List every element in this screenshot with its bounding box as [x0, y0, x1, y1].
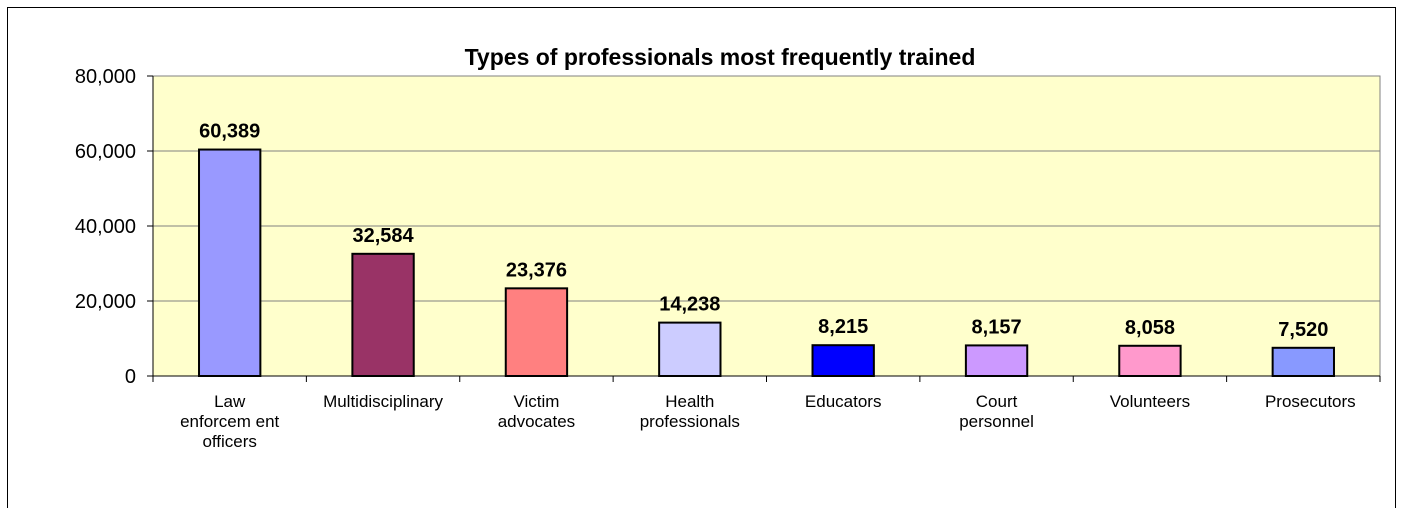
- data-label: 7,520: [1278, 319, 1328, 341]
- x-tick-label: enforcem ent: [180, 412, 279, 431]
- x-tick-label: Law: [214, 392, 246, 411]
- y-tick-label: 80,000: [75, 66, 136, 88]
- axes: [147, 75, 1381, 382]
- bar: [1271, 346, 1335, 377]
- x-tick-label: professionals: [640, 412, 740, 431]
- data-label: 14,238: [659, 294, 720, 316]
- data-labels: 60,389 32,584 23,376 14,238 8,215 8,157 8,058 7…: [199, 121, 1328, 341]
- y-tick-label: 40,000: [75, 216, 136, 238]
- x-tick-label: Multidisciplinary: [323, 392, 443, 411]
- chart-title: Types of professionals most frequently t…: [465, 44, 976, 70]
- x-tick-label: Health: [665, 392, 714, 411]
- bar: [811, 344, 875, 378]
- x-tick-label: officers: [202, 432, 257, 451]
- x-tick-label: Court: [976, 392, 1018, 411]
- y-tick-label: 20,000: [75, 291, 136, 313]
- y-tick-label: 60,000: [75, 141, 136, 163]
- x-tick-label: advocates: [498, 412, 576, 431]
- x-tick-label: Volunteers: [1110, 392, 1190, 411]
- bar: [658, 321, 722, 378]
- data-label: 8,058: [1125, 317, 1175, 339]
- y-axis-tick-labels: 0 20,000 40,000 60,000 80,000: [75, 66, 136, 388]
- bar: [504, 287, 569, 377]
- x-tick-label: Educators: [805, 392, 882, 411]
- data-label: 60,389: [199, 121, 260, 143]
- data-label: 8,157: [972, 316, 1022, 338]
- bar: [351, 252, 415, 377]
- x-tick-label: personnel: [959, 412, 1034, 431]
- bar: [1118, 344, 1182, 378]
- data-label: 8,215: [818, 316, 868, 338]
- chart-frame: [7, 7, 1396, 508]
- data-label: 23,376: [506, 259, 567, 281]
- bar: [198, 148, 262, 377]
- data-label: 32,584: [352, 225, 414, 247]
- x-tick-label: Prosecutors: [1265, 392, 1356, 411]
- x-tick-label: Victim: [513, 392, 559, 411]
- y-tick-label: 0: [125, 366, 136, 388]
- bar: [964, 344, 1029, 378]
